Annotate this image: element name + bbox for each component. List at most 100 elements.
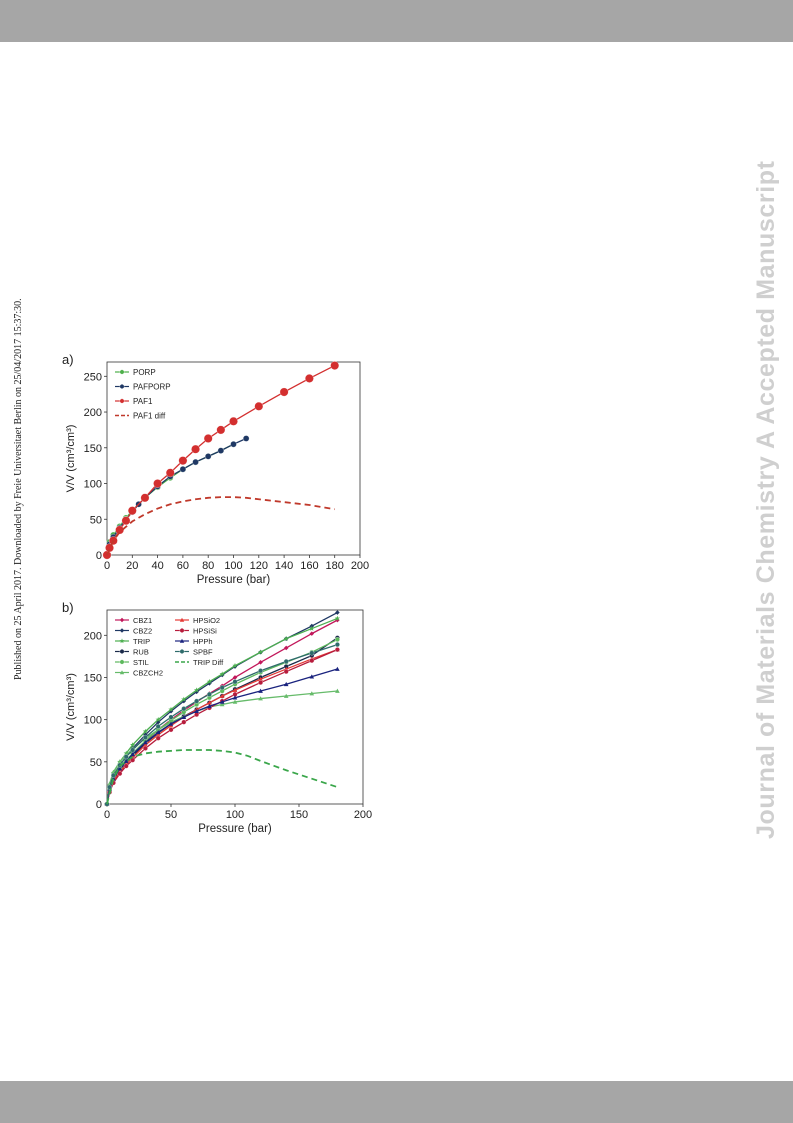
chart1-legend-marker <box>119 638 125 644</box>
chart1-y-tick-label: 50 <box>90 757 102 769</box>
chart0-data-point <box>203 434 213 443</box>
chart1-data-point <box>232 699 238 704</box>
chart1-data-point <box>123 758 129 763</box>
chart0-legend-label: PAFPORP <box>133 383 171 392</box>
chart1-data-point <box>309 674 315 679</box>
chart1-data-point <box>155 716 161 722</box>
chart1-data-point <box>335 688 340 693</box>
chart1-x-axis-label: Pressure (bar) <box>198 823 272 835</box>
chart1-data-point <box>283 659 289 664</box>
chart1-data-point <box>232 695 238 700</box>
chart0-y-tick-label: 0 <box>96 550 102 562</box>
chart1-data-point <box>258 668 264 674</box>
chart0-data-point <box>179 466 187 473</box>
chart1-data-point <box>283 645 289 651</box>
chart1-legend-item: HPSiO2 <box>175 616 220 625</box>
chart1-data-point <box>334 642 340 648</box>
chart1-data-point <box>335 666 340 671</box>
chart1-data-point <box>335 617 340 623</box>
chart0-data-point <box>254 401 264 411</box>
chart0-x-tick-label: 20 <box>126 560 138 572</box>
chart0-series-line <box>106 364 335 556</box>
chart0-data-point <box>121 516 131 526</box>
chart1-series-line <box>106 749 338 805</box>
chart1-legend-marker <box>119 628 125 633</box>
chart0-data-point <box>205 453 212 460</box>
chart1-series-spbf <box>104 642 340 807</box>
chart0-data-point <box>191 444 200 454</box>
chart0-x-tick-label: 40 <box>151 560 163 572</box>
chart1-data-point <box>143 740 148 745</box>
chart1-legend-item: RUB <box>115 648 149 657</box>
chart1-legend-item: TRIP <box>115 637 150 646</box>
chart1-data-point <box>168 714 174 720</box>
chart1-data-point <box>130 747 136 753</box>
chart0-y-tick-label: 50 <box>90 514 102 526</box>
chart1-data-point <box>309 658 315 664</box>
chart1-data-point <box>193 687 200 693</box>
chart1-data-point <box>283 693 289 698</box>
chart1-data-point <box>130 751 135 757</box>
chart1-legend-item: CBZ2 <box>115 627 152 636</box>
chart1-data-point <box>219 693 225 698</box>
chart1-data-point <box>117 771 123 777</box>
chart1-series-hpsisi <box>104 647 340 807</box>
chart1-legend-label: TRIP <box>133 637 150 646</box>
chart1-y-tick-label: 200 <box>84 630 102 642</box>
chart1-legend-item: CBZ1 <box>115 616 152 625</box>
chart1-legend-label: TRIP Diff <box>193 658 224 667</box>
chart0-legend-marker <box>119 369 125 375</box>
chart1-legend-label: STIL <box>133 658 149 667</box>
chart1-data-point <box>194 708 199 714</box>
chart1-data-point <box>335 610 340 615</box>
chart0-panel-label: a) <box>62 352 74 367</box>
chart1-data-point <box>258 696 263 701</box>
chart0-data-point <box>165 468 175 478</box>
chart1-data-point <box>219 699 225 704</box>
chart0-x-tick-label: 160 <box>300 560 318 572</box>
chart0-x-tick-label: 180 <box>326 560 344 572</box>
chart1-series-cbz1 <box>104 617 340 807</box>
chart0-legend-label: PAF1 <box>133 397 153 406</box>
chart1-data-point <box>194 698 200 704</box>
chart0-data-point <box>242 435 250 442</box>
chart0-y-tick-label: 250 <box>84 371 102 383</box>
chart0-data-point <box>330 361 340 370</box>
chart1-y-tick-label: 100 <box>84 715 102 727</box>
chart0-series-paf1-diff <box>106 496 335 556</box>
chart0-legend-item: PAFPORP <box>115 383 171 392</box>
chart1-legend-marker <box>119 617 125 623</box>
chart1-legend-item: CBZCH2 <box>115 669 163 678</box>
chart0-y-tick-label: 200 <box>84 407 102 419</box>
chart1-data-point <box>309 625 315 631</box>
chart1-legend-label: CBZCH2 <box>133 669 163 678</box>
chart1-data-point <box>117 766 123 771</box>
download-notice: Published on 25 April 2017. Downloaded b… <box>13 298 24 680</box>
chart1-data-point <box>258 680 264 685</box>
chart1-data-point <box>207 700 212 705</box>
chart1-data-point <box>258 688 263 693</box>
chart1-data-point <box>142 734 148 740</box>
chart1-data-point <box>334 647 340 653</box>
chart0-data-point <box>115 525 125 535</box>
chart1-legend-marker <box>179 649 185 654</box>
chart1-data-point <box>181 696 187 702</box>
chart1-legend-label: SPBF <box>193 648 213 657</box>
chart0-legend-item: PORP <box>115 368 156 377</box>
chart1-x-tick-label: 0 <box>104 809 110 821</box>
chart0-legend-marker <box>119 398 125 404</box>
chart1-legend-label: CBZ1 <box>133 616 152 625</box>
chart0-x-tick-label: 200 <box>351 560 369 572</box>
chart1-x-tick-label: 50 <box>165 809 177 821</box>
chart1-data-point <box>168 708 174 714</box>
chart1-data-point <box>206 678 213 684</box>
chart1-y-tick-label: 150 <box>84 672 102 684</box>
chart1-data-point <box>155 735 161 741</box>
chart1-data-point <box>142 728 149 734</box>
chart1-legend-label: CBZ2 <box>133 627 152 636</box>
chart1-data-point <box>334 637 340 642</box>
chart1-data-point <box>219 685 225 691</box>
chart1-legend-marker <box>179 638 185 643</box>
chart1-legend-label: RUB <box>133 648 149 657</box>
chart1-legend-marker <box>119 649 125 654</box>
